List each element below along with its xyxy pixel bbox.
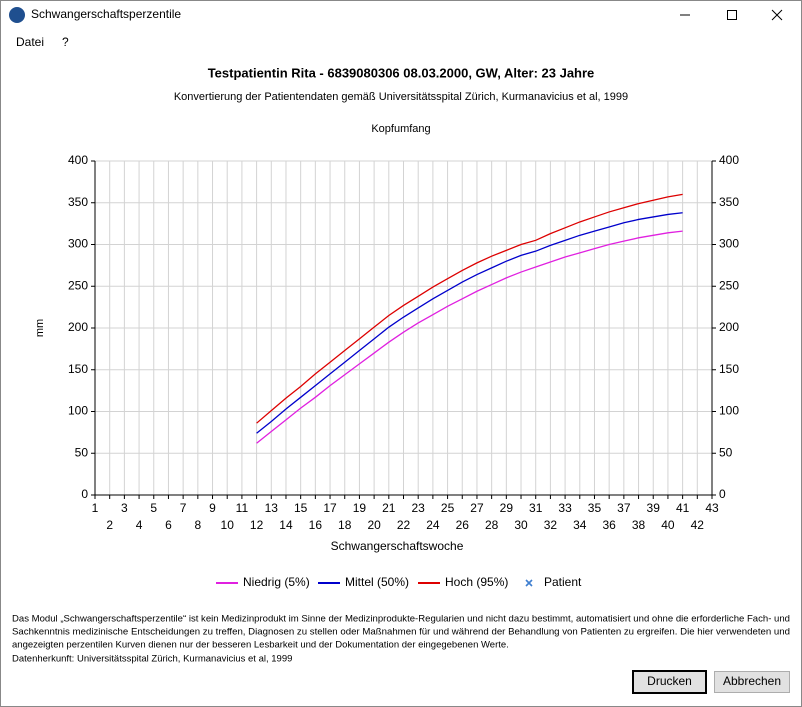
header-title: Testpatientin Rita - 6839080306 08.03.20… (208, 65, 595, 80)
x-tick-label: 16 (309, 518, 323, 532)
menu-item[interactable]: Datei (16, 35, 44, 49)
x-tick-label: 26 (456, 518, 470, 532)
x-tick-label: 23 (412, 501, 426, 515)
x-tick-label: 27 (470, 501, 484, 515)
y-tick-label: 250 (68, 278, 88, 292)
x-tick-label: 18 (338, 518, 352, 532)
print-button[interactable] (632, 670, 707, 694)
disclaimer-line: Sachkenntnis medizinische Entscheidungen… (12, 627, 790, 638)
disclaimer-line: Das Modul „Schwangerschaftsperzentile“ i… (12, 614, 790, 625)
data-source: Datenherkunft: Universitätsspital Zürich… (12, 654, 292, 665)
x-tick-label: 13 (265, 501, 279, 515)
series-line (256, 230, 683, 444)
disclaimer-line: angezeigten perzentilen Kurven dienen nu… (12, 640, 509, 651)
y-tick-label: 50 (75, 445, 89, 459)
x-tick-label: 42 (691, 518, 705, 532)
x-tick-label: 7 (180, 501, 187, 515)
y-tick-label-right: 100 (719, 404, 739, 418)
x-tick-label: 10 (221, 518, 235, 532)
series-line (256, 212, 683, 434)
cancel-button-label[interactable]: Abbrechen (723, 674, 781, 688)
y-tick-label: 400 (68, 153, 88, 167)
print-button-label[interactable]: Drucken (647, 674, 692, 688)
x-tick-label: 5 (150, 501, 157, 515)
x-tick-label: 41 (676, 501, 690, 515)
x-tick-label: 8 (194, 518, 201, 532)
x-tick-label: 33 (558, 501, 572, 515)
y-tick-label-right: 50 (719, 445, 733, 459)
x-tick-label: 24 (426, 518, 440, 532)
x-tick-label: 34 (573, 518, 587, 532)
y-tick-label-right: 300 (719, 237, 739, 251)
x-tick-label: 20 (367, 518, 381, 532)
x-tick-label: 38 (632, 518, 646, 532)
y-tick-label: 300 (68, 237, 88, 251)
x-tick-label: 32 (544, 518, 558, 532)
x-tick-label: 28 (485, 518, 499, 532)
x-tick-label: 9 (209, 501, 216, 515)
x-tick-label: 43 (705, 501, 719, 515)
x-tick-label: 37 (617, 501, 631, 515)
cancel-button[interactable] (714, 671, 790, 693)
y-tick-label-right: 200 (719, 320, 739, 334)
x-tick-label: 22 (397, 518, 411, 532)
x-tick-label: 3 (121, 501, 128, 515)
window-title: Schwangerschaftsperzentile (31, 7, 181, 21)
y-tick-label-right: 350 (719, 195, 739, 209)
x-tick-label: 2 (106, 518, 113, 532)
legend-label: Mittel (50%) (345, 575, 409, 589)
x-tick-label: 11 (236, 501, 249, 515)
legend-label: Niedrig (5%) (243, 575, 310, 589)
x-tick-label: 14 (279, 518, 293, 532)
x-tick-label: 36 (602, 518, 616, 532)
app-icon (9, 7, 25, 23)
x-tick-label: 30 (514, 518, 528, 532)
y-tick-label-right: 150 (719, 362, 739, 376)
x-tick-label: 1 (92, 501, 99, 515)
x-tick-label: 12 (250, 518, 264, 532)
x-tick-label: 19 (353, 501, 367, 515)
y-tick-label: 350 (68, 195, 88, 209)
x-tick-label: 40 (661, 518, 675, 532)
x-tick-label: 25 (441, 501, 455, 515)
y-tick-label: 0 (81, 487, 88, 501)
y-tick-label-right: 400 (719, 153, 739, 167)
y-tick-label: 150 (68, 362, 88, 376)
x-tick-label: 35 (588, 501, 602, 515)
x-tick-label: 39 (647, 501, 661, 515)
maximize-button[interactable] (727, 10, 737, 20)
x-tick-label: 31 (529, 501, 543, 515)
header-subtitle: Konvertierung der Patientendaten gemäß U… (174, 91, 628, 103)
x-tick-label: 29 (500, 501, 514, 515)
legend-marker (525, 579, 533, 587)
chart-title: Kopfumfang (371, 123, 430, 135)
x-tick-label: 6 (165, 518, 172, 532)
y-tick-label-right: 0 (719, 487, 726, 501)
y-tick-label-right: 250 (719, 278, 739, 292)
x-tick-label: 21 (382, 501, 396, 515)
legend-label: Patient (544, 575, 582, 589)
x-tick-label: 15 (294, 501, 308, 515)
legend-label: Hoch (95%) (445, 575, 508, 589)
x-tick-label: 4 (136, 518, 143, 532)
y-tick-label: 100 (68, 404, 88, 418)
y-tick-label: 200 (68, 320, 88, 334)
menu-item[interactable]: ? (62, 35, 69, 49)
close-button[interactable] (771, 9, 783, 21)
x-axis-label: Schwangerschaftswoche (331, 539, 464, 553)
x-tick-label: 17 (323, 501, 337, 515)
y-axis-label: mm (34, 319, 46, 337)
series-line (256, 193, 683, 424)
